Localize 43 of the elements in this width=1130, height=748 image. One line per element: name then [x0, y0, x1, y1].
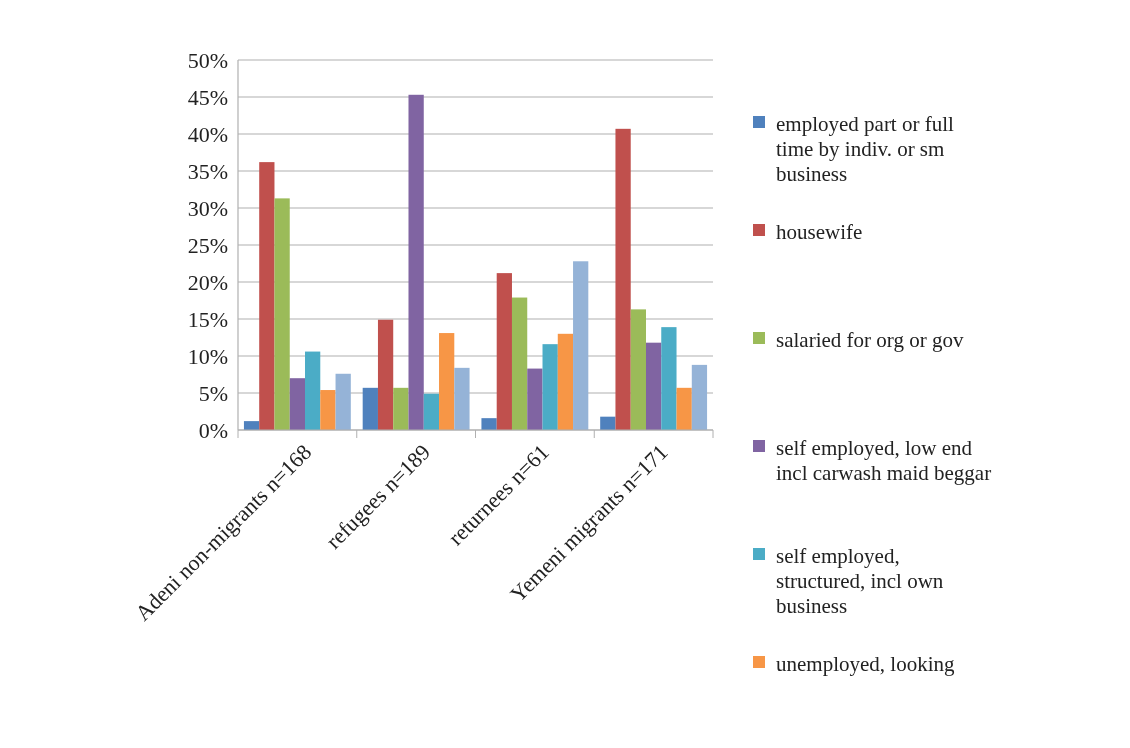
y-tick-label: 40% [187, 121, 228, 147]
bar [377, 319, 394, 430]
bar [393, 387, 409, 430]
bar [454, 367, 470, 430]
y-tick-label: 50% [187, 47, 228, 73]
bar [691, 364, 708, 430]
bar [408, 94, 424, 430]
legend-label: employed part or full time by indiv. or sm business [776, 111, 955, 187]
bar [362, 387, 378, 430]
bar [557, 333, 574, 430]
y-tick-label: 10% [187, 343, 228, 369]
bar [527, 368, 543, 430]
bar [676, 387, 692, 430]
bar [439, 333, 455, 430]
y-tick-label: 30% [187, 195, 228, 221]
bar [259, 162, 275, 430]
bar [511, 297, 528, 430]
bar [305, 351, 321, 430]
bar [661, 327, 677, 430]
y-tick-label: 20% [187, 269, 228, 295]
bar [496, 273, 512, 430]
bar [289, 378, 306, 430]
y-tick-label: 15% [187, 306, 228, 332]
bar [335, 373, 351, 430]
y-tick-label: 45% [187, 84, 228, 110]
legend-label: salaried for org or gov [776, 327, 964, 352]
bar [615, 128, 631, 430]
bar [573, 261, 589, 430]
legend-label: housewife [776, 219, 863, 244]
bar [320, 390, 336, 430]
legend-label: self employed, structured, incl own business [776, 543, 944, 619]
bar [423, 393, 440, 430]
legend-label: unemployed, looking [776, 651, 955, 676]
bar [274, 198, 290, 430]
y-tick-label: 25% [187, 232, 228, 258]
y-tick-label: 0% [198, 417, 228, 443]
bar [542, 344, 558, 430]
legend-label: self employed, low end incl carwash maid beggar [776, 435, 992, 486]
bar [630, 309, 646, 430]
bar [645, 342, 662, 430]
bar [481, 418, 497, 430]
y-tick-label: 5% [198, 380, 228, 406]
y-tick-label: 35% [187, 158, 228, 184]
